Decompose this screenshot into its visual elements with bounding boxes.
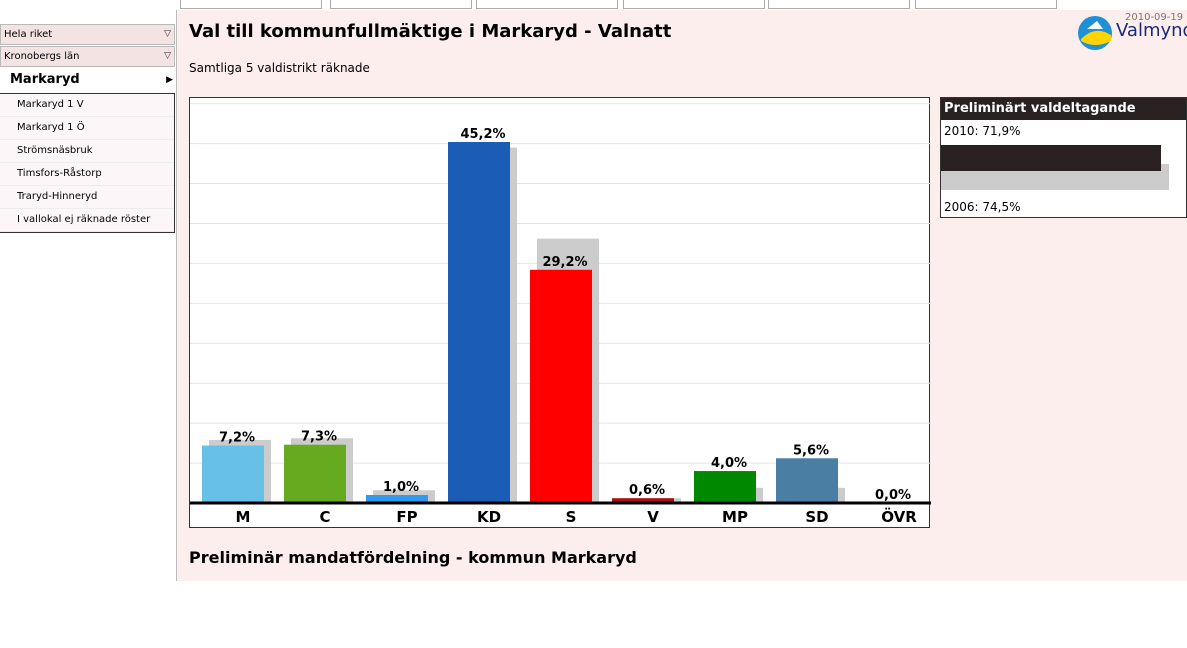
bar-S — [530, 269, 592, 503]
tick-label-SD: SD — [805, 508, 828, 526]
tick-label-C: C — [319, 508, 330, 526]
bar-SD — [776, 458, 838, 503]
nav-hela-riket-label: Hela riket — [4, 29, 53, 40]
chevron-down-icon: ▽ — [164, 29, 171, 39]
logo-icon — [1078, 16, 1112, 50]
district-item[interactable]: Markaryd 1 Ö — [0, 117, 174, 140]
results-chart-svg: 7,2% M 7,3% C 1,0% FP 45,2% KD 29,2% S 0,6% V 4,0% MP… — [190, 103, 931, 526]
nav-current-municipality[interactable]: Markaryd ▶ — [0, 68, 175, 92]
tick-label-KD: KD — [477, 508, 501, 526]
nav-kronobergs-lan[interactable]: Kronobergs län ▽ — [0, 46, 175, 67]
toolbar-tab[interactable] — [180, 0, 322, 9]
data-label-M: 7,2% — [219, 430, 255, 445]
turnout-title: Preliminärt valdeltagande — [941, 98, 1186, 120]
nav-kronobergs-lan-label: Kronobergs län — [4, 51, 80, 62]
tick-label-FP: FP — [396, 508, 417, 526]
district-list: Markaryd 1 V Markaryd 1 Ö Strömsnäsbruk … — [0, 93, 175, 233]
bar-FP — [366, 495, 428, 503]
turnout-panel: Preliminärt valdeltagande 2010: 71,9% 20… — [940, 97, 1187, 218]
sidebar: Hela riket ▽ Kronobergs län ▽ Markaryd ▶… — [0, 0, 176, 648]
date-label: 2010-09-19 — [1125, 12, 1184, 23]
data-label-KD: 45,2% — [460, 127, 505, 142]
chevron-right-icon: ▶ — [166, 75, 173, 85]
toolbar-tab[interactable] — [330, 0, 472, 9]
data-label-C: 7,3% — [301, 430, 337, 445]
data-label-SD: 5,6% — [793, 443, 829, 458]
data-label-MP: 4,0% — [711, 456, 747, 471]
chevron-down-icon: ▽ — [164, 51, 171, 61]
top-toolbar — [180, 0, 1060, 10]
bar-V — [612, 498, 674, 503]
toolbar-tab[interactable] — [623, 0, 765, 9]
results-chart: 7,2% M 7,3% C 1,0% FP 45,2% KD 29,2% S 0,6% V 4,0% MP… — [189, 97, 931, 528]
tick-label-V: V — [647, 508, 659, 526]
bar-KD — [448, 142, 510, 503]
page-subtitle: Samtliga 5 valdistrikt räknade — [189, 61, 370, 75]
bar-M — [202, 445, 264, 503]
tick-label-ÖVR: ÖVR — [881, 507, 917, 526]
district-item[interactable]: Markaryd 1 V — [0, 94, 174, 117]
mandate-section-title: Preliminär mandatfördelning - kommun Mar… — [189, 548, 637, 567]
turnout-current-bar — [941, 145, 1161, 171]
turnout-current-label: 2010: 71,9% — [944, 124, 1021, 138]
bar-MP — [694, 471, 756, 503]
toolbar-tab[interactable] — [768, 0, 910, 9]
district-item[interactable]: Timsfors-Råstorp — [0, 163, 174, 186]
data-label-S: 29,2% — [542, 255, 587, 270]
district-item[interactable]: Strömsnäsbruk — [0, 140, 174, 163]
district-item[interactable]: Traryd-Hinneryd — [0, 186, 174, 209]
bar-C — [284, 444, 346, 503]
tick-label-MP: MP — [722, 508, 748, 526]
data-label-ÖVR: 0,0% — [875, 488, 911, 503]
data-label-FP: 1,0% — [383, 480, 419, 495]
nav-hela-riket[interactable]: Hela riket ▽ — [0, 24, 175, 45]
nav-current-label: Markaryd — [10, 72, 80, 87]
logo-text: Valmynd — [1116, 20, 1187, 41]
data-label-V: 0,6% — [629, 483, 665, 498]
toolbar-tab[interactable] — [476, 0, 618, 9]
tick-label-S: S — [566, 508, 577, 526]
district-item[interactable]: I vallokal ej räknade röster — [0, 209, 174, 232]
toolbar-tab[interactable] — [915, 0, 1057, 9]
page-title: Val till kommunfullmäktige i Markaryd - … — [189, 21, 672, 42]
tick-label-M: M — [236, 508, 251, 526]
turnout-previous-label: 2006: 74,5% — [944, 200, 1021, 214]
